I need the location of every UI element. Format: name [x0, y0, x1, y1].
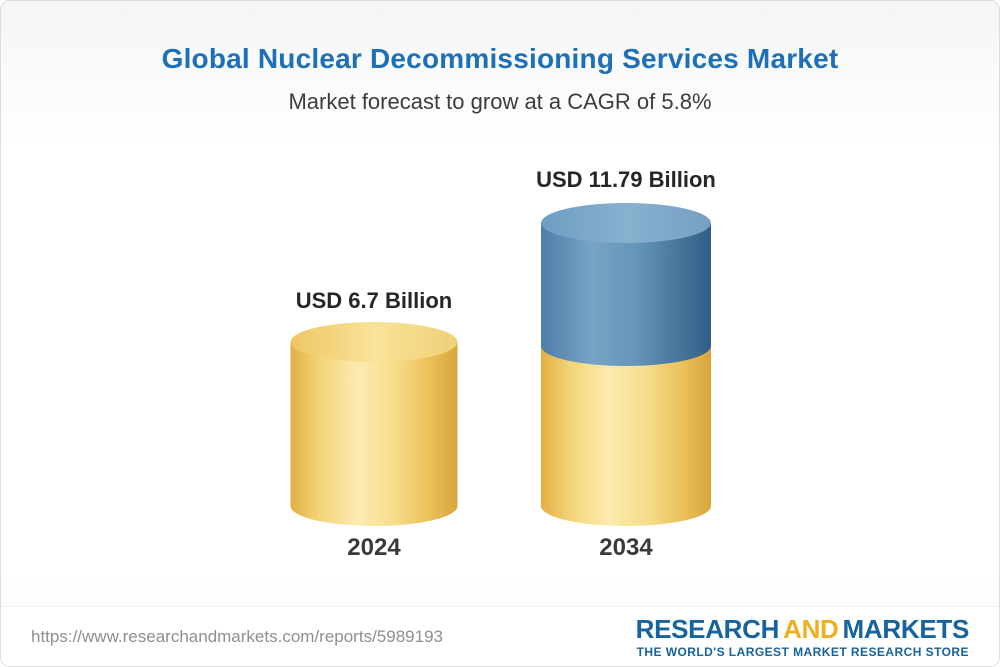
cylinder-2034	[541, 203, 711, 526]
category-label-2034: 2034	[599, 534, 653, 561]
cylinder-2024	[290, 322, 458, 526]
cylinder-chart-graphic	[290, 203, 711, 526]
footer: https://www.researchandmarkets.com/repor…	[1, 606, 999, 666]
page-title: Global Nuclear Decommissioning Services …	[161, 43, 839, 74]
value-label-2024: USD 6.7 Billion	[295, 288, 453, 313]
logo-word-research: RESEARCH	[635, 613, 780, 644]
research-and-markets-logo: RESEARCH AND MARKETS THE WORLD'S LARGEST M…	[635, 613, 970, 659]
logo-word-and: AND	[783, 613, 839, 644]
value-label-2034: USD 11.79 Billion	[536, 167, 716, 192]
category-label-2024: 2024	[347, 534, 401, 561]
logo-word-markets: MARKETS	[842, 613, 970, 644]
logo-wordmark: RESEARCH AND MARKETS	[635, 613, 970, 644]
logo-tagline: THE WORLD'S LARGEST MARKET RESEARCH STOR…	[636, 644, 969, 659]
chart-subtitle: Market forecast to grow at a CAGR of 5.8…	[288, 89, 712, 114]
source-url: https://www.researchandmarkets.com/repor…	[31, 626, 443, 646]
